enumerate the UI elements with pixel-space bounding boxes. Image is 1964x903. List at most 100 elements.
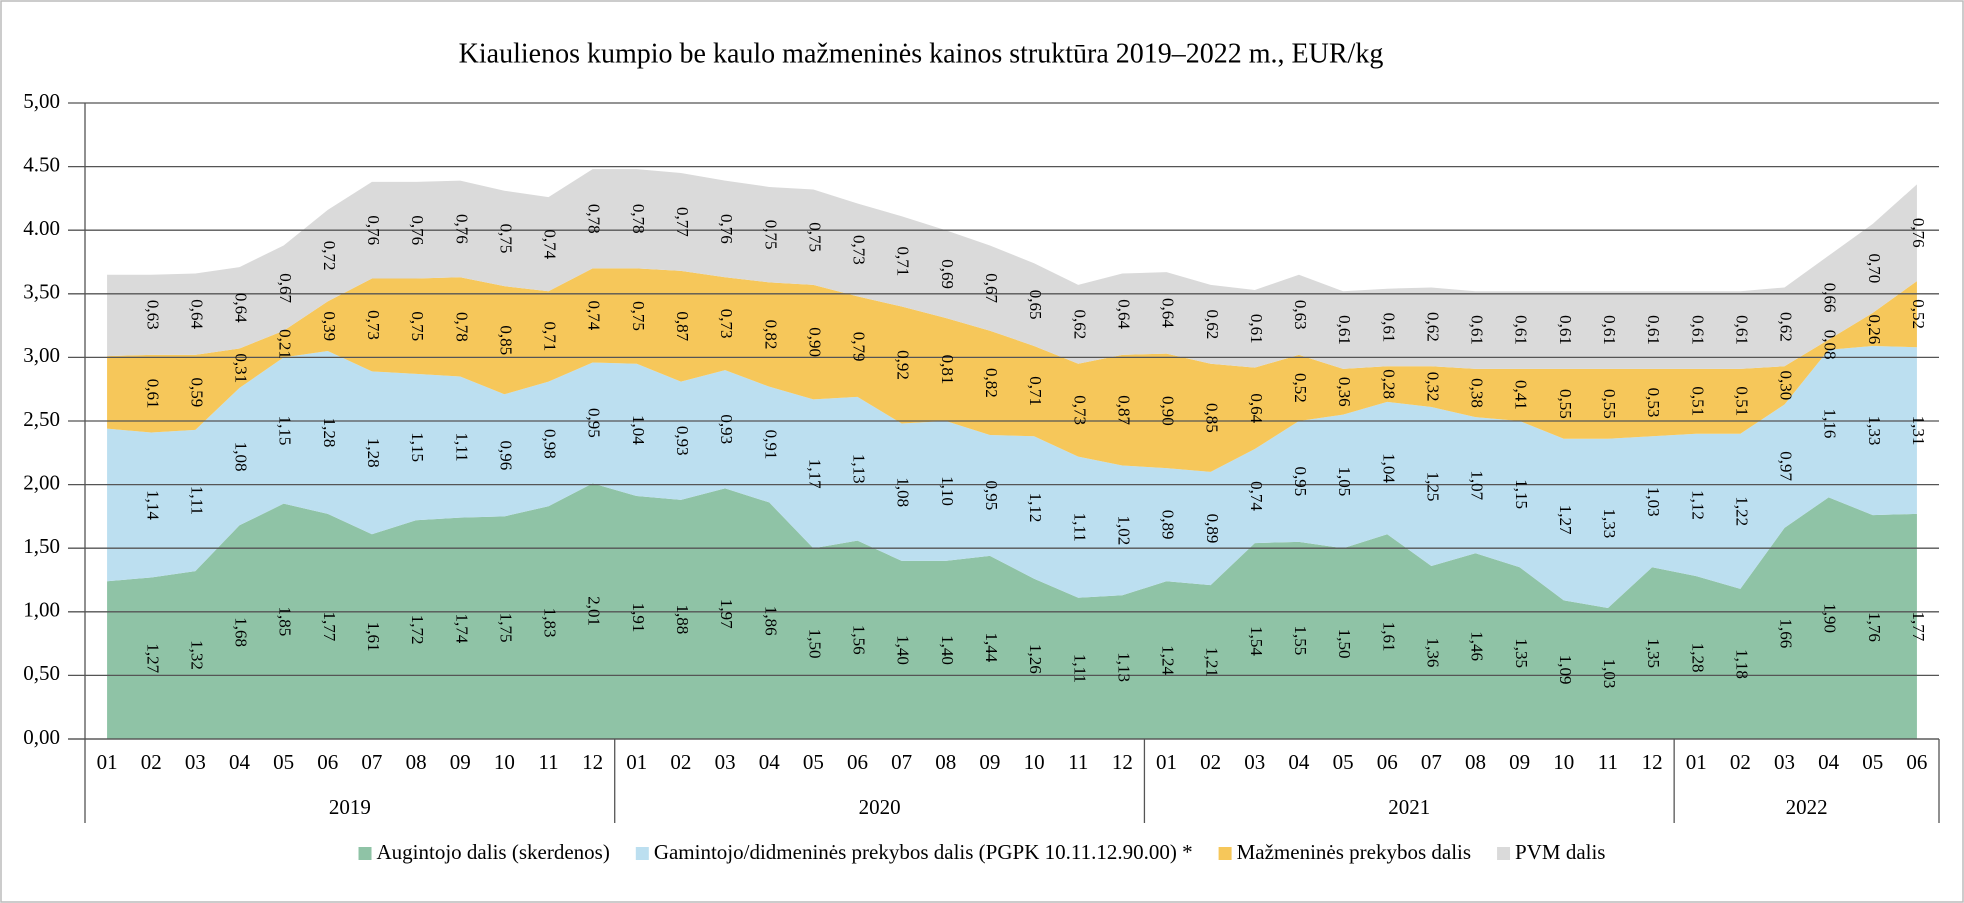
data-label: 1,40 bbox=[894, 635, 913, 665]
data-label: 0,78 bbox=[452, 312, 471, 342]
data-label: 0,74 bbox=[541, 229, 560, 259]
y-tick-label: 1,50 bbox=[23, 534, 60, 558]
x-tick-label: 04 bbox=[1288, 750, 1310, 774]
data-label: 0,82 bbox=[761, 320, 780, 350]
data-label: 0,71 bbox=[1026, 376, 1045, 406]
x-tick-label: 06 bbox=[1906, 750, 1927, 774]
data-label: 1,04 bbox=[1379, 453, 1398, 483]
data-label: 0,64 bbox=[232, 293, 251, 323]
data-label: 1,44 bbox=[982, 633, 1001, 663]
data-label: 0,64 bbox=[187, 299, 206, 329]
data-label: 0,63 bbox=[143, 300, 162, 330]
data-label: 1,68 bbox=[232, 617, 251, 647]
x-tick-label: 01 bbox=[97, 750, 118, 774]
data-label: 1,08 bbox=[232, 442, 251, 472]
data-label: 0,32 bbox=[1423, 372, 1442, 402]
data-label: 1,35 bbox=[1644, 638, 1663, 668]
x-tick-label: 07 bbox=[891, 750, 912, 774]
data-label: 0,90 bbox=[1159, 396, 1178, 426]
data-label: 0,55 bbox=[1600, 389, 1619, 419]
data-label: 0,59 bbox=[187, 378, 206, 408]
x-tick-label: 06 bbox=[1377, 750, 1398, 774]
y-tick-label: 0,00 bbox=[23, 725, 60, 749]
data-label: 1,77 bbox=[320, 612, 339, 642]
x-tick-label: 01 bbox=[626, 750, 647, 774]
data-label: 1,14 bbox=[143, 490, 162, 520]
data-label: 0,61 bbox=[1468, 315, 1487, 345]
x-tick-label: 02 bbox=[1200, 750, 1221, 774]
data-label: 0,38 bbox=[1468, 378, 1487, 408]
data-label: 0,78 bbox=[585, 204, 604, 234]
data-label: 0,75 bbox=[496, 224, 515, 254]
legend-label: PVM dalis bbox=[1515, 840, 1605, 864]
data-label: 0,08 bbox=[1821, 330, 1840, 360]
data-label: 1,56 bbox=[850, 625, 869, 655]
legend-label: Mažmeninės prekybos dalis bbox=[1237, 840, 1471, 864]
data-label: 0,74 bbox=[1247, 481, 1266, 511]
data-label: 1,11 bbox=[1070, 654, 1089, 683]
data-label: 1,72 bbox=[408, 615, 427, 645]
x-tick-label: 09 bbox=[450, 750, 471, 774]
data-label: 1,36 bbox=[1423, 638, 1442, 668]
x-tick-label: 03 bbox=[715, 750, 736, 774]
data-label: 1,50 bbox=[1335, 629, 1354, 659]
x-tick-label: 05 bbox=[1333, 750, 1354, 774]
data-label: 0,76 bbox=[1909, 218, 1928, 248]
data-label: 0,64 bbox=[1159, 298, 1178, 328]
data-label: 1,15 bbox=[276, 416, 295, 446]
data-label: 0,55 bbox=[1556, 389, 1575, 419]
data-label: 1,11 bbox=[187, 486, 206, 515]
data-label: 0,69 bbox=[938, 259, 957, 289]
data-label: 1,54 bbox=[1247, 626, 1266, 656]
data-label: 0,71 bbox=[894, 246, 913, 276]
data-label: 1,11 bbox=[1070, 513, 1089, 542]
area bbox=[107, 345, 1917, 608]
y-tick-label: 4.00 bbox=[23, 216, 60, 240]
data-label: 0,85 bbox=[1203, 403, 1222, 433]
data-label: 1,61 bbox=[1379, 622, 1398, 652]
data-label: 0,76 bbox=[452, 214, 471, 244]
data-label: 0,51 bbox=[1688, 386, 1707, 416]
data-label: 1,76 bbox=[1865, 612, 1884, 642]
data-label: 1,27 bbox=[1556, 505, 1575, 535]
data-label: 1,91 bbox=[629, 603, 648, 633]
data-label: 0,92 bbox=[894, 350, 913, 380]
data-label: 1,03 bbox=[1644, 487, 1663, 517]
data-label: 2,01 bbox=[585, 596, 604, 626]
data-label: 1,97 bbox=[717, 599, 736, 629]
data-label: 1,15 bbox=[408, 432, 427, 462]
data-label: 1,61 bbox=[364, 622, 383, 652]
area bbox=[107, 268, 1917, 472]
legend-label: Augintojo dalis (skerdenos) bbox=[377, 840, 610, 864]
data-label: 0,87 bbox=[673, 311, 692, 341]
data-label: 1,74 bbox=[452, 613, 471, 643]
x-tick-label: 05 bbox=[803, 750, 824, 774]
data-label: 0,76 bbox=[364, 215, 383, 245]
x-tick-label: 05 bbox=[273, 750, 294, 774]
data-label: 0,61 bbox=[143, 379, 162, 409]
data-label: 1,86 bbox=[761, 606, 780, 636]
legend-swatch bbox=[1497, 847, 1511, 860]
data-label: 0,28 bbox=[1379, 369, 1398, 399]
data-label: 0,77 bbox=[673, 207, 692, 237]
data-label: 0,61 bbox=[1600, 315, 1619, 345]
x-tick-label: 08 bbox=[935, 750, 956, 774]
data-label: 1,12 bbox=[1026, 493, 1045, 523]
data-label: 0,71 bbox=[541, 322, 560, 352]
data-label: 0,75 bbox=[629, 301, 648, 331]
data-label: 0,96 bbox=[496, 440, 515, 470]
x-tick-label: 11 bbox=[538, 750, 558, 774]
x-tick-label: 03 bbox=[1774, 750, 1795, 774]
data-label: 1,24 bbox=[1159, 645, 1178, 675]
data-label: 1,27 bbox=[143, 643, 162, 673]
data-label: 1,07 bbox=[1468, 470, 1487, 500]
data-label: 1,09 bbox=[1556, 655, 1575, 685]
data-label: 1,12 bbox=[1688, 490, 1707, 520]
data-label: 1,28 bbox=[320, 418, 339, 448]
data-label: 0,76 bbox=[408, 215, 427, 245]
data-label: 0,87 bbox=[1114, 395, 1133, 425]
data-label: 0,61 bbox=[1688, 315, 1707, 345]
data-label: 0,64 bbox=[1114, 299, 1133, 329]
data-label: 1,26 bbox=[1026, 644, 1045, 674]
x-tick-label: 04 bbox=[229, 750, 251, 774]
